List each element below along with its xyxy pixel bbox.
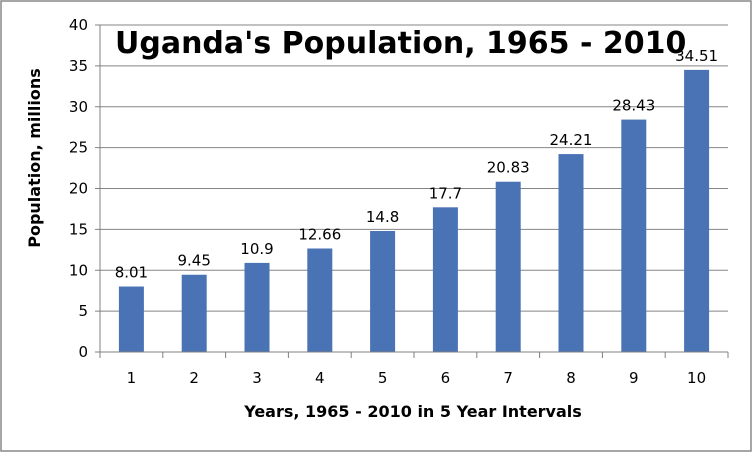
bar [495,181,521,352]
data-label: 12.66 [298,226,341,244]
x-tick-label: 3 [252,369,262,387]
y-tick-label: 35 [69,57,88,75]
bar [181,274,207,352]
data-label: 14.8 [366,208,399,226]
x-tick-label: 5 [378,369,388,387]
y-tick-label: 0 [78,343,88,361]
bars [118,69,710,353]
y-tick-label: 40 [69,16,88,34]
bar [370,231,396,352]
bar [118,286,144,352]
x-tick-label: 6 [441,369,451,387]
y-tick-label: 20 [69,180,88,198]
x-tick-label: 7 [503,369,513,387]
bar [244,262,270,352]
y-tick-label: 30 [69,98,88,116]
data-label: 9.45 [177,252,210,270]
x-tick-label: 1 [127,369,137,387]
chart-title: Uganda's Population, 1965 - 2010 [115,26,686,61]
y-tick-label: 15 [69,220,88,238]
x-tick-label: 10 [687,369,706,387]
data-label: 24.21 [550,131,593,149]
bar [558,154,584,352]
data-label: 34.51 [675,47,718,65]
data-label: 28.43 [612,97,655,115]
y-tick-label: 10 [69,261,88,279]
data-label: 20.83 [487,159,530,177]
data-label: 17.7 [429,184,462,202]
x-tick-label: 9 [629,369,639,387]
bar [684,69,710,353]
x-tick-label: 2 [189,369,199,387]
bar [307,248,333,352]
y-axis-title: Population, millions [25,68,44,248]
bar [432,207,458,352]
bar [621,119,647,352]
x-tick-label: 8 [566,369,576,387]
data-label: 8.01 [115,264,148,282]
data-label: 10.9 [240,240,273,258]
labels: 0 5 10 15 20 25 30 35 40 8.01 1 9.45 2 10.9 3 12.66 4 14.… [69,16,718,387]
y-tick-label: 5 [78,302,88,320]
axes [95,24,729,358]
x-axis-title: Years, 1965 - 2010 in 5 Year Intervals [243,402,582,421]
y-tick-label: 25 [69,139,88,157]
x-tick-label: 4 [315,369,325,387]
